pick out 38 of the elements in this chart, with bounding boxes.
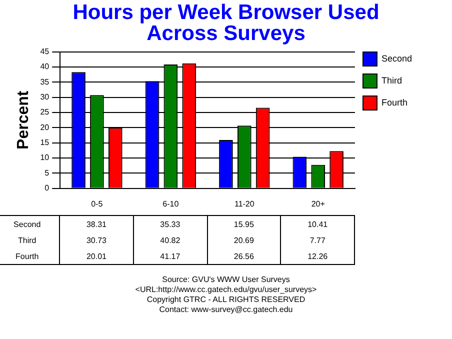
data-label: 10.41 xyxy=(280,216,354,232)
data-label: 15.95 xyxy=(207,216,281,232)
y-tick-label: 45 xyxy=(40,47,50,56)
text: <URL:http://www.cc.gatech.edu/gvu/user_surveys> xyxy=(134,285,318,295)
chart-title: Hours per Week Browser Used Across Surveys xyxy=(72,1,380,45)
data-label: 38.31 xyxy=(60,216,134,232)
data-label: 41.17 xyxy=(133,248,208,264)
legend-label: Second xyxy=(381,53,412,64)
data-label: 30.73 xyxy=(60,232,134,248)
text: Third xyxy=(18,236,36,244)
y-tick-label: 5 xyxy=(44,168,50,178)
data-label: 26.56 xyxy=(207,248,281,264)
y-tick-label: 10 xyxy=(40,153,50,162)
legend-label: Fourth xyxy=(381,97,408,108)
text: Copyright GTRC - ALL RIGHTS RESERVED xyxy=(146,295,306,305)
y-axis-title: Percent xyxy=(15,90,32,150)
y-tick-label: 15 xyxy=(40,138,50,148)
data-label: 35.33 xyxy=(133,216,208,232)
y-tick-label: 40 xyxy=(40,62,50,72)
y-tick-label: 20 xyxy=(40,122,50,132)
x-tick-label: 11-20 xyxy=(234,199,255,208)
y-tick-label: 25 xyxy=(40,108,50,117)
data-label: 40.82 xyxy=(133,232,208,248)
data-label: 7.77 xyxy=(280,232,354,248)
x-tick-label: 0-5 xyxy=(91,199,104,208)
data-label: 20.01 xyxy=(60,248,134,264)
source-note: Source: GVU's WWW User Surveys xyxy=(161,275,291,285)
y-tick-label: 35 xyxy=(40,77,50,86)
text: Second xyxy=(14,220,41,228)
data-label: 20.69 xyxy=(207,232,281,248)
y-tick-label: 0 xyxy=(44,184,50,193)
data-label: 12.26 xyxy=(280,248,354,264)
y-tick-label: 30 xyxy=(40,92,50,102)
x-tick-label: 6-10 xyxy=(162,199,180,208)
legend-label: Third xyxy=(381,75,402,86)
text: Fourth xyxy=(16,252,39,260)
text: Contact: www-survey@cc.gatech.edu xyxy=(158,305,294,315)
x-tick-label: 20+ xyxy=(311,199,326,208)
